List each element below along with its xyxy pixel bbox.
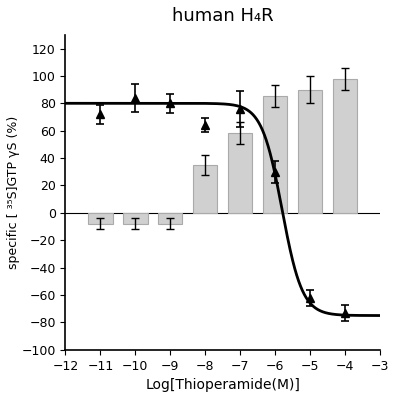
Y-axis label: specific [ ³⁵S]GTP γS (%): specific [ ³⁵S]GTP γS (%) xyxy=(7,116,20,269)
Title: human H₄R: human H₄R xyxy=(172,7,274,25)
Bar xyxy=(193,165,217,213)
Bar xyxy=(123,213,148,224)
Bar xyxy=(88,213,112,224)
X-axis label: Log[Thioperamide(M)]: Log[Thioperamide(M)] xyxy=(145,378,300,392)
Bar xyxy=(298,90,322,213)
Bar xyxy=(333,79,357,213)
Bar xyxy=(263,97,287,213)
Bar xyxy=(228,133,252,213)
Bar xyxy=(158,213,183,224)
